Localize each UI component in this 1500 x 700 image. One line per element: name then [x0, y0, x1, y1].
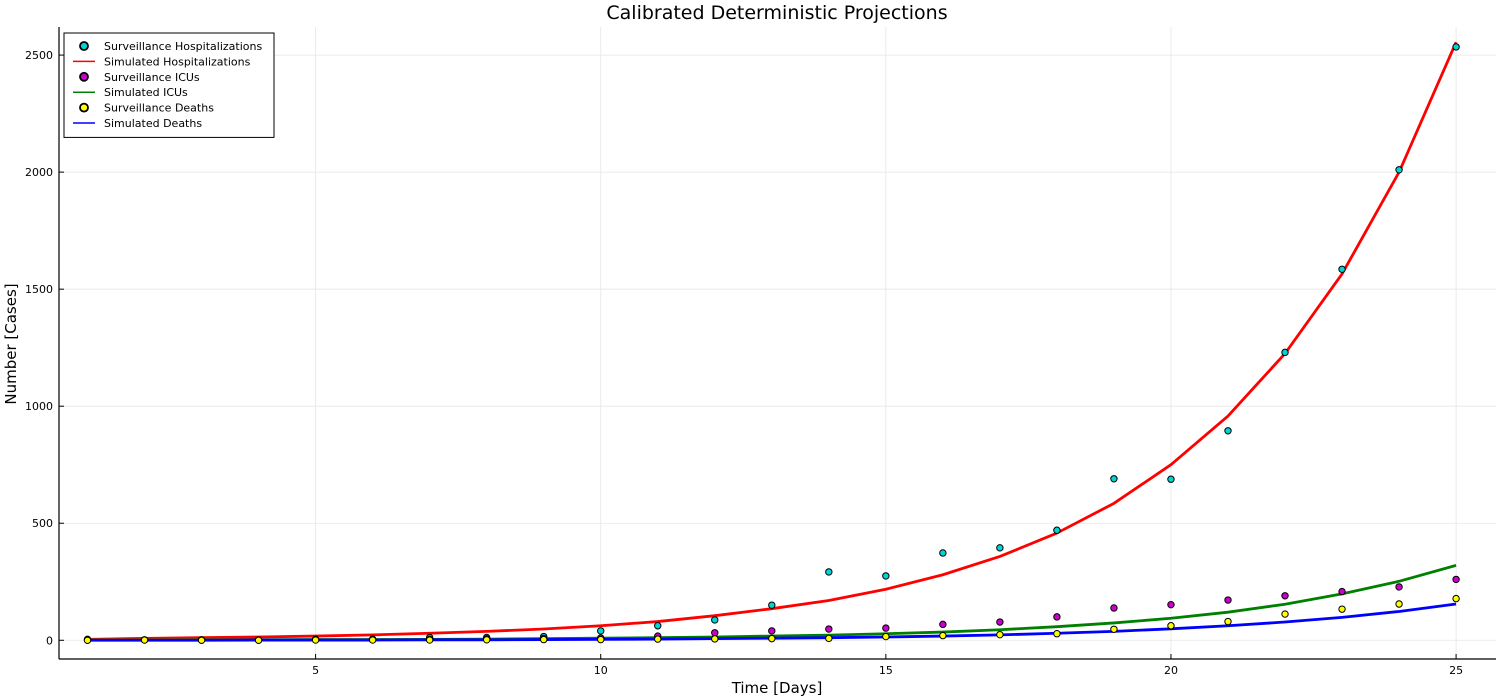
- scatter-point-2: [654, 635, 662, 643]
- scatter-point-2: [1281, 610, 1289, 618]
- y-tick-label: 1000: [25, 400, 53, 413]
- legend-label: Simulated Hospitalizations: [104, 55, 251, 68]
- legend-label: Simulated ICUs: [104, 86, 188, 99]
- x-tick-label: 10: [594, 664, 608, 677]
- scatter-point-2: [711, 635, 719, 643]
- scatter-point-2: [996, 630, 1004, 639]
- scatter-point-1: [1395, 583, 1403, 591]
- legend: Surveillance Hospitalizations Simulated H…: [63, 32, 275, 138]
- scatter-point-1: [1167, 600, 1175, 609]
- y-tick-label: 1500: [25, 283, 53, 296]
- scatter-point-0: [825, 568, 833, 576]
- legend-box: [63, 32, 275, 138]
- scatter-point-2: [1110, 625, 1118, 633]
- scatter-point-0: [882, 572, 890, 580]
- scatter-point-2: [425, 636, 434, 644]
- scatter-point-2: [1452, 594, 1460, 603]
- scatter-point-1: [711, 629, 719, 637]
- scatter-point-2: [1395, 600, 1403, 608]
- grid-lines: [59, 27, 1496, 659]
- scatter-point-1: [768, 627, 776, 635]
- scatter-point-0: [597, 627, 605, 635]
- series-group: [83, 41, 1460, 644]
- scatter-point-2: [1167, 622, 1175, 630]
- scatter-point-0: [1452, 43, 1460, 51]
- y-tick-label: 500: [32, 517, 53, 530]
- legend-marker: [79, 71, 89, 82]
- scatter-point-0: [1281, 348, 1289, 357]
- y-tick-label: 2500: [25, 49, 53, 62]
- scatter-point-1: [1224, 596, 1232, 604]
- scatter-point-1: [1452, 575, 1460, 584]
- legend-label: Surveillance Hospitalizations: [104, 40, 262, 53]
- y-tick-label: 2000: [25, 166, 53, 179]
- scatter-point-2: [140, 636, 149, 644]
- scatter-point-2: [939, 631, 947, 640]
- scatter-point-0: [1053, 526, 1061, 534]
- scatter-point-0: [939, 549, 947, 557]
- scatter-point-0: [1167, 475, 1175, 483]
- scatter-point-2: [825, 634, 833, 643]
- scatter-point-1: [996, 618, 1004, 626]
- scatter-point-0: [996, 544, 1004, 552]
- scatter-point-2: [83, 636, 92, 644]
- y-axis-title: Number [Cases]: [2, 283, 20, 404]
- scatter-point-0: [1395, 166, 1403, 174]
- legend-label: Simulated Deaths: [104, 117, 202, 130]
- scatter-point-2: [768, 634, 776, 643]
- legend-marker: [79, 41, 89, 51]
- x-axis-title: Time [Days]: [731, 679, 823, 697]
- scatter-point-1: [1053, 613, 1061, 621]
- legend-label: Surveillance ICUs: [104, 71, 200, 84]
- scatter-point-1: [1281, 592, 1289, 600]
- legend-marker: [79, 102, 89, 113]
- scatter-point-2: [1224, 617, 1232, 626]
- y-tick-label: 0: [46, 634, 53, 647]
- scatter-point-1: [882, 624, 890, 632]
- scatter-point-0: [1224, 427, 1232, 435]
- x-tick-label: 25: [1449, 664, 1463, 677]
- scatter-point-2: [368, 636, 377, 644]
- chart-title: Calibrated Deterministic Projections: [606, 2, 947, 24]
- scatter-point-2: [882, 632, 890, 641]
- scatter-point-1: [939, 620, 947, 629]
- scatter-point-2: [311, 636, 320, 644]
- scatter-point-0: [711, 616, 719, 624]
- scatter-point-2: [1338, 605, 1346, 613]
- x-tick-label: 5: [312, 664, 319, 677]
- scatter-point-2: [482, 636, 491, 644]
- tick-labels: 5 10 15 20 25 0 500 1000 1500 2000 2500: [25, 49, 1463, 677]
- scatter-point-1: [825, 625, 833, 633]
- scatter-point-1: [1338, 587, 1346, 596]
- scatter-point-0: [1110, 475, 1118, 483]
- legend-label: Surveillance Deaths: [104, 102, 214, 115]
- scatter-point-0: [654, 622, 662, 630]
- scatter-point-2: [597, 635, 605, 644]
- x-tick-label: 20: [1164, 664, 1178, 677]
- scatter-point-0: [1338, 265, 1346, 273]
- scatter-point-2: [540, 635, 548, 644]
- scatter-point-2: [197, 636, 206, 644]
- scatter-point-0: [768, 601, 776, 609]
- scatter-point-2: [254, 636, 263, 644]
- scatter-point-1: [1110, 604, 1118, 612]
- axes: [58, 27, 1496, 660]
- x-tick-label: 15: [879, 664, 893, 677]
- scatter-point-2: [1053, 630, 1061, 638]
